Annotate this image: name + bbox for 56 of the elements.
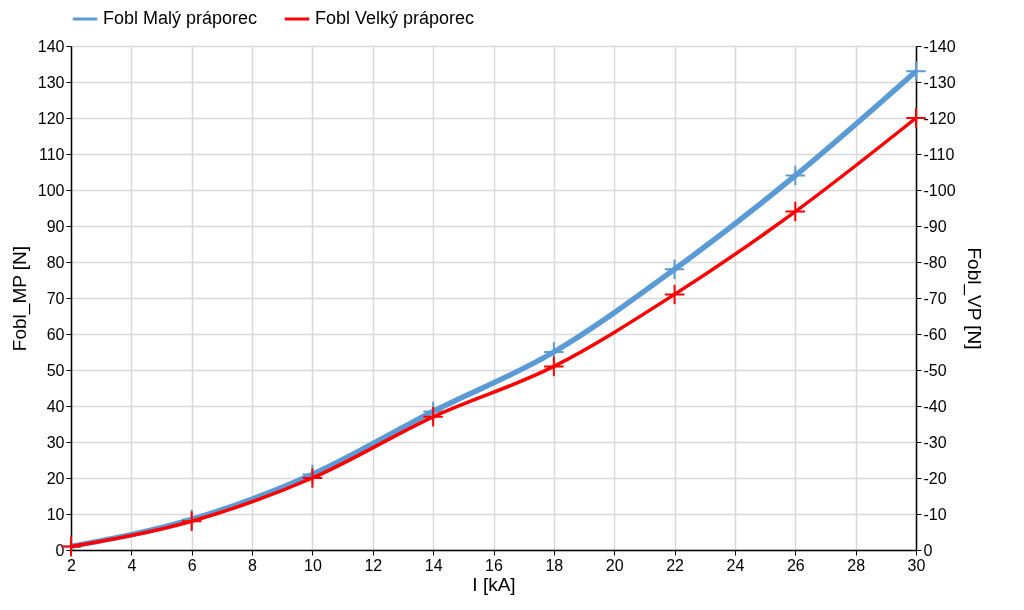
- y-tick-label: 70: [46, 289, 65, 307]
- point: [663, 283, 686, 306]
- y2-tick-label: -10: [923, 505, 947, 523]
- y2-tick-label: -130: [923, 73, 956, 91]
- legend-label: Fobl Velký práporec: [315, 8, 475, 28]
- x-tick-label: 24: [726, 556, 745, 574]
- x-tick-label: 16: [485, 556, 503, 574]
- point: [422, 406, 444, 428]
- y2-tick-label: -110: [923, 145, 955, 163]
- y-tick-label: 90: [46, 217, 65, 235]
- y2-tick-label: -100: [923, 181, 956, 199]
- x-tick-label: 20: [605, 556, 624, 574]
- x-tick-label: 30: [907, 556, 926, 574]
- x-tick-label: 12: [364, 556, 383, 574]
- y2-tick-label: -40: [923, 397, 947, 415]
- y2-tick-label: -120: [923, 109, 956, 127]
- y-tick-label: 0: [55, 541, 65, 559]
- y2-axis-title: Fobl_VP [N]: [962, 247, 985, 350]
- point: [784, 200, 807, 223]
- point: [543, 355, 565, 378]
- point: [784, 164, 807, 187]
- x-tick-label: 8: [248, 556, 258, 574]
- y-tick-label: 30: [46, 433, 65, 451]
- y-tick-label: 60: [46, 325, 65, 343]
- y-tick-label: 100: [37, 181, 65, 199]
- y-tick-label: 120: [37, 109, 65, 127]
- y-tick-label: 140: [37, 37, 65, 55]
- y-tick-label: 80: [46, 253, 65, 271]
- y-tick-label: 110: [38, 145, 65, 163]
- x-tick-label: 22: [666, 556, 685, 574]
- y-tick-label: 40: [46, 397, 65, 415]
- x-axis-title: I [kA]: [472, 573, 516, 595]
- y-axis-title: Fobl_MP [N]: [8, 245, 31, 352]
- y2-tick-label: -140: [923, 37, 956, 55]
- y2-tick-label: -20: [923, 469, 947, 487]
- x-tick-label: 26: [786, 556, 805, 574]
- x-tick-label: 10: [304, 556, 322, 574]
- point: [663, 258, 686, 280]
- x-tick-label: 18: [545, 556, 564, 574]
- y2-tick-label: -70: [923, 289, 947, 307]
- y-tick-label: 130: [37, 73, 65, 91]
- y-tick-label: 10: [46, 505, 65, 523]
- y2-tick-label: -90: [923, 217, 947, 235]
- x-tick-label: 28: [847, 556, 866, 574]
- x-tick-label: 2: [67, 556, 77, 574]
- y2-tick-label: -50: [923, 361, 947, 379]
- x-tick-label: 6: [187, 556, 197, 574]
- x-tick-label: 4: [127, 556, 137, 574]
- y2-tick-label: 0: [923, 541, 933, 559]
- y2-tick-label: -80: [923, 253, 947, 271]
- legend-label: Fobl Malý práporec: [103, 8, 258, 28]
- y2-tick-label: -30: [923, 433, 947, 451]
- x-tick-label: 14: [424, 556, 443, 574]
- y2-tick-label: -60: [923, 325, 947, 343]
- y-tick-label: 20: [46, 469, 65, 487]
- y-tick-label: 50: [46, 361, 65, 379]
